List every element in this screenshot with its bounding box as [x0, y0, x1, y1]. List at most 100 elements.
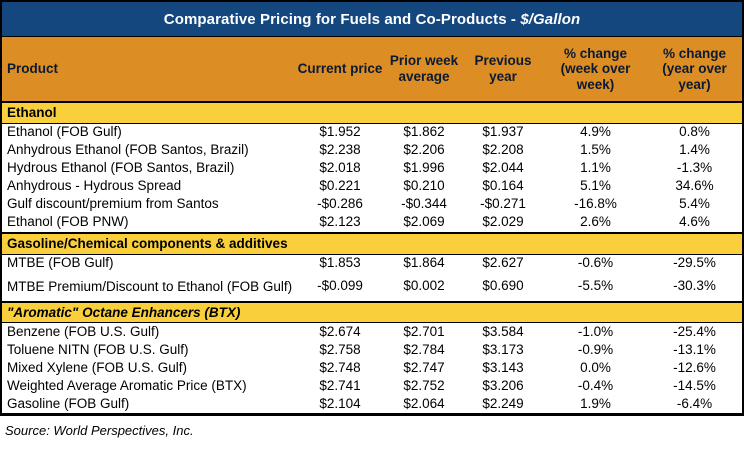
pct-wow-cell: 1.9%	[544, 395, 647, 414]
product-cell: Benzene (FOB U.S. Gulf)	[2, 322, 294, 342]
product-cell: Gasoline (FOB Gulf)	[2, 395, 294, 414]
product-cell: Anhydrous - Hydrous Spread	[2, 177, 294, 196]
current-price-cell: -$0.286	[294, 195, 386, 214]
previous-year-cell: $3.584	[462, 322, 544, 342]
prior-week-cell: $1.996	[386, 159, 462, 178]
previous-year-cell: $2.249	[462, 395, 544, 414]
current-price-cell: $2.748	[294, 359, 386, 378]
pct-yoy-cell: -25.4%	[647, 322, 743, 342]
prior-week-cell: $2.747	[386, 359, 462, 378]
section-header-gasoline-chemical: Gasoline/Chemical components & additives	[2, 231, 743, 255]
pct-yoy-cell: -30.3%	[647, 272, 743, 302]
current-price-cell: $2.104	[294, 395, 386, 414]
table-row: Anhydrous - Hydrous Spread $0.221 $0.210…	[2, 177, 743, 196]
prior-week-cell: $2.701	[386, 322, 462, 342]
pct-wow-cell: 1.1%	[544, 159, 647, 178]
product-cell: Hydrous Ethanol (FOB Santos, Brazil)	[2, 159, 294, 178]
pct-wow-cell: 0.0%	[544, 359, 647, 378]
product-cell: MTBE Premium/Discount to Ethanol (FOB Gu…	[2, 272, 294, 302]
previous-year-cell: $2.627	[462, 254, 544, 273]
column-header-prior-week-average: Prior week average	[386, 36, 462, 103]
pricing-table: Comparative Pricing for Fuels and Co-Pro…	[2, 2, 743, 414]
pct-yoy-cell: 34.6%	[647, 177, 743, 196]
previous-year-cell: $3.143	[462, 359, 544, 378]
pct-wow-cell: 4.9%	[544, 123, 647, 142]
column-header-row: Product Current price Prior week average…	[2, 36, 743, 103]
table-row: Ethanol (FOB Gulf) $1.952 $1.862 $1.937 …	[2, 123, 743, 142]
current-price-cell: $2.238	[294, 141, 386, 160]
section-header-label: Gasoline/Chemical components & additives	[7, 235, 288, 251]
pct-yoy-cell: 0.8%	[647, 123, 743, 142]
table-row: Benzene (FOB U.S. Gulf) $2.674 $2.701 $3…	[2, 322, 743, 342]
section-header-aromatic-btx: "Aromatic" Octane Enhancers (BTX)	[2, 300, 743, 324]
product-cell: Gulf discount/premium from Santos	[2, 195, 294, 214]
current-price-cell: $2.741	[294, 377, 386, 396]
current-price-cell: -$0.099	[294, 272, 386, 302]
pct-yoy-cell: 1.4%	[647, 141, 743, 160]
table-title: Comparative Pricing for Fuels and Co-Pro…	[2, 2, 743, 37]
current-price-cell: $2.758	[294, 341, 386, 360]
prior-week-cell: $2.784	[386, 341, 462, 360]
pct-yoy-cell: -14.5%	[647, 377, 743, 396]
pct-yoy-cell: 5.4%	[647, 195, 743, 214]
pct-yoy-cell: -6.4%	[647, 395, 743, 414]
table-row: Anhydrous Ethanol (FOB Santos, Brazil) $…	[2, 141, 743, 160]
current-price-cell: $2.018	[294, 159, 386, 178]
previous-year-cell: $1.937	[462, 123, 544, 142]
pct-wow-cell: -16.8%	[544, 195, 647, 214]
pct-yoy-cell: -13.1%	[647, 341, 743, 360]
previous-year-cell: -$0.271	[462, 195, 544, 214]
previous-year-cell: $2.044	[462, 159, 544, 178]
previous-year-cell: $0.690	[462, 272, 544, 302]
pct-yoy-cell: -12.6%	[647, 359, 743, 378]
previous-year-cell: $3.206	[462, 377, 544, 396]
pct-wow-cell: -5.5%	[544, 272, 647, 302]
prior-week-cell: $2.206	[386, 141, 462, 160]
table-row: Gasoline (FOB Gulf) $2.104 $2.064 $2.249…	[2, 395, 743, 414]
product-cell: MTBE (FOB Gulf)	[2, 254, 294, 273]
current-price-cell: $2.674	[294, 322, 386, 342]
column-header-previous-year: Previous year	[462, 36, 544, 103]
table-row: MTBE Premium/Discount to Ethanol (FOB Gu…	[2, 272, 743, 302]
pct-wow-cell: 2.6%	[544, 213, 647, 233]
product-cell: Ethanol (FOB PNW)	[2, 213, 294, 233]
table-title-text: Comparative Pricing for Fuels and Co-Pro…	[163, 10, 521, 28]
table-row: Hydrous Ethanol (FOB Santos, Brazil) $2.…	[2, 159, 743, 178]
pct-wow-cell: 5.1%	[544, 177, 647, 196]
table-title-unit: $/Gallon	[520, 10, 581, 28]
section-header-label: Ethanol	[7, 105, 57, 120]
table-row: Mixed Xylene (FOB U.S. Gulf) $2.748 $2.7…	[2, 359, 743, 378]
table-row: MTBE (FOB Gulf) $1.853 $1.864 $2.627 -0.…	[2, 254, 743, 273]
table-title-bar: Comparative Pricing for Fuels and Co-Pro…	[2, 2, 743, 37]
product-cell: Mixed Xylene (FOB U.S. Gulf)	[2, 359, 294, 378]
pct-yoy-cell: -29.5%	[647, 254, 743, 273]
pct-yoy-cell: 4.6%	[647, 213, 743, 233]
column-header-pct-change-yoy: % change (year over year)	[647, 36, 743, 103]
product-cell: Anhydrous Ethanol (FOB Santos, Brazil)	[2, 141, 294, 160]
prior-week-cell: -$0.344	[386, 195, 462, 214]
product-cell: Weighted Average Aromatic Price (BTX)	[2, 377, 294, 396]
previous-year-cell: $3.173	[462, 341, 544, 360]
table-row: Gulf discount/premium from Santos -$0.28…	[2, 195, 743, 214]
previous-year-cell: $2.029	[462, 213, 544, 233]
current-price-cell: $1.952	[294, 123, 386, 142]
pricing-table-container: Comparative Pricing for Fuels and Co-Pro…	[0, 0, 744, 417]
product-cell: Ethanol (FOB Gulf)	[2, 123, 294, 142]
prior-week-cell: $0.002	[386, 272, 462, 302]
table-row: Toluene NITN (FOB U.S. Gulf) $2.758 $2.7…	[2, 341, 743, 360]
pct-wow-cell: -1.0%	[544, 322, 647, 342]
pct-wow-cell: -0.4%	[544, 377, 647, 396]
current-price-cell: $2.123	[294, 213, 386, 233]
current-price-cell: $0.221	[294, 177, 386, 196]
source-attribution: Source: World Perspectives, Inc.	[5, 423, 194, 439]
column-header-pct-change-wow: % change (week over week)	[544, 36, 647, 103]
table-row: Ethanol (FOB PNW) $2.123 $2.069 $2.029 2…	[2, 213, 743, 233]
prior-week-cell: $2.069	[386, 213, 462, 233]
previous-year-cell: $0.164	[462, 177, 544, 196]
pct-wow-cell: -0.9%	[544, 341, 647, 360]
previous-year-cell: $2.208	[462, 141, 544, 160]
pct-yoy-cell: -1.3%	[647, 159, 743, 178]
pct-wow-cell: -0.6%	[544, 254, 647, 273]
prior-week-cell: $2.064	[386, 395, 462, 414]
prior-week-cell: $1.862	[386, 123, 462, 142]
